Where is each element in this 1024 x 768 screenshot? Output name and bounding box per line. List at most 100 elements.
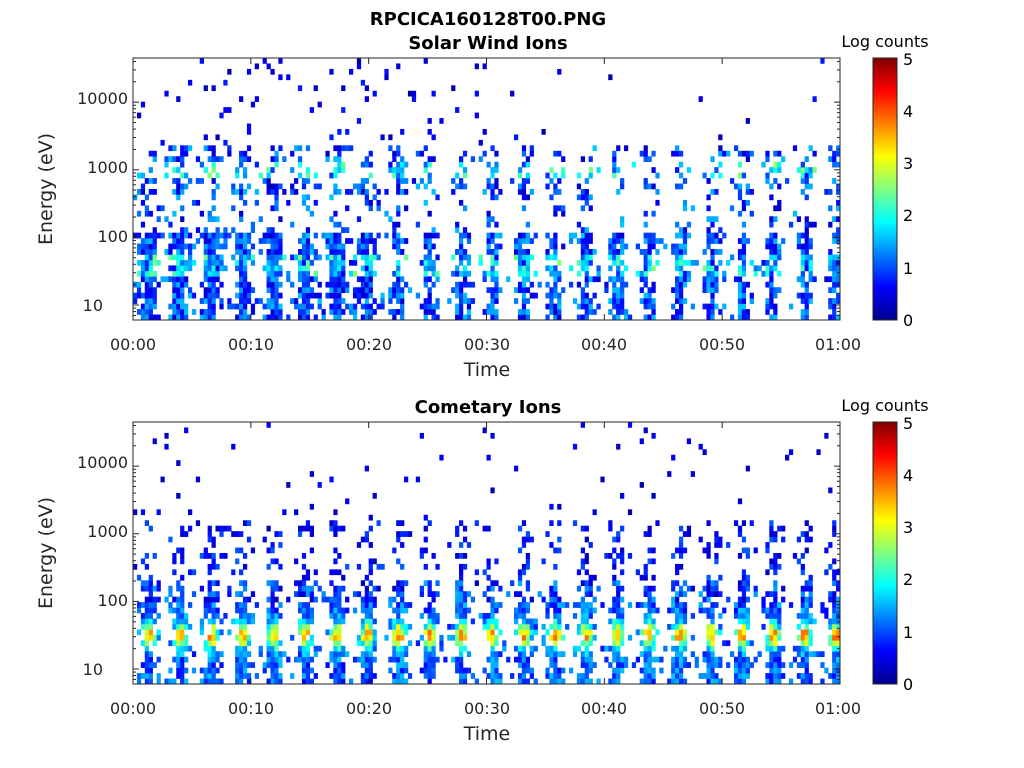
spectrogram-cell bbox=[203, 238, 208, 244]
spectrogram-cell bbox=[239, 303, 244, 310]
spectrogram-cell bbox=[305, 314, 311, 321]
spectrogram-cell bbox=[643, 259, 648, 266]
spectrogram-cell bbox=[459, 563, 464, 570]
spectrogram-cell bbox=[136, 678, 142, 685]
spectrogram-cell bbox=[714, 167, 719, 173]
spectrogram-cell bbox=[769, 591, 774, 597]
spectrogram-cell bbox=[172, 678, 177, 685]
spectrogram-cell bbox=[223, 238, 228, 244]
spectrogram-cell bbox=[305, 205, 311, 212]
spectrogram-cell bbox=[148, 243, 153, 250]
spectrogram-cell bbox=[741, 678, 747, 685]
spectrogram-cell bbox=[388, 656, 393, 663]
spectrogram-cell bbox=[647, 623, 652, 630]
spectrogram-cell bbox=[372, 585, 377, 592]
spectrogram-cell bbox=[808, 673, 813, 679]
spectrogram-cell bbox=[694, 656, 699, 663]
spectrogram-cell bbox=[773, 618, 778, 625]
spectrogram-cell bbox=[305, 607, 311, 614]
spectrogram-cell bbox=[584, 178, 589, 184]
spectrogram-cell bbox=[494, 150, 499, 157]
spectrogram-cell bbox=[250, 303, 256, 310]
spectrogram-cell bbox=[274, 634, 279, 641]
spectrogram-cell bbox=[773, 309, 778, 315]
spectrogram-cell bbox=[333, 249, 338, 255]
spectrogram-cell bbox=[266, 596, 271, 603]
spectrogram-cell bbox=[400, 591, 405, 597]
spectrogram-cell bbox=[270, 281, 275, 288]
spectrogram-cell bbox=[800, 618, 805, 625]
spectrogram-cell bbox=[710, 309, 715, 315]
spectrogram-cell bbox=[246, 123, 252, 130]
spectrogram-cell bbox=[333, 585, 338, 592]
spectrogram-cell bbox=[211, 580, 216, 587]
spectrogram-cell bbox=[435, 303, 440, 310]
spectrogram-cell bbox=[706, 259, 711, 266]
spectrogram-cell bbox=[140, 101, 146, 108]
spectrogram-cell bbox=[808, 183, 813, 190]
spectrogram-cell bbox=[832, 520, 837, 527]
spectrogram-cell bbox=[313, 651, 318, 658]
spectrogram-cell bbox=[761, 602, 766, 608]
spectrogram-cell bbox=[305, 613, 311, 619]
spectrogram-cell bbox=[404, 178, 409, 184]
spectrogram-cell bbox=[612, 607, 617, 614]
spectrogram-cell bbox=[773, 629, 778, 636]
spectrogram-cell bbox=[706, 194, 711, 201]
spectrogram-cell bbox=[172, 145, 177, 152]
spectrogram-cell bbox=[301, 613, 307, 619]
spectrogram-cell bbox=[176, 613, 181, 619]
spectrogram-cell bbox=[337, 145, 342, 152]
spectrogram-cell bbox=[769, 265, 774, 272]
spectrogram-cell bbox=[305, 645, 311, 652]
spectrogram-cell bbox=[423, 547, 428, 554]
spectrogram-cell bbox=[431, 607, 436, 614]
spectrogram-cell bbox=[714, 281, 719, 288]
spectrogram-cell bbox=[494, 651, 499, 658]
spectrogram-cell bbox=[521, 194, 527, 201]
spectrogram-cell bbox=[404, 161, 409, 168]
spectrogram-cell bbox=[737, 553, 743, 559]
spectrogram-cell bbox=[698, 96, 703, 102]
spectrogram-cell bbox=[148, 613, 153, 619]
spectrogram-cell bbox=[525, 254, 531, 261]
spectrogram-cell bbox=[329, 265, 334, 272]
spectrogram-cell bbox=[239, 238, 244, 244]
spectrogram-cell bbox=[297, 645, 303, 652]
spectrogram-cell bbox=[396, 640, 401, 647]
spectrogram-cell bbox=[675, 265, 680, 272]
spectrogram-cell bbox=[215, 563, 220, 570]
spectrogram-cell bbox=[140, 585, 146, 592]
spectrogram-cell bbox=[176, 634, 181, 641]
spectrogram-cell bbox=[364, 465, 369, 472]
spectrogram-cell bbox=[144, 232, 150, 239]
spectrogram-cell bbox=[262, 303, 267, 310]
spectrogram-cell bbox=[521, 613, 527, 619]
spectrogram-cell bbox=[718, 542, 723, 548]
spectrogram-cell bbox=[305, 167, 311, 173]
spectrogram-cell bbox=[333, 651, 338, 658]
spectrogram-cell bbox=[769, 525, 774, 532]
spectrogram-cell bbox=[274, 309, 279, 315]
spectrogram-cell bbox=[235, 673, 240, 679]
spectrogram-cell bbox=[792, 656, 798, 663]
spectrogram-cell bbox=[462, 563, 468, 570]
spectrogram-cell bbox=[459, 238, 464, 244]
spectrogram-cell bbox=[400, 662, 405, 668]
spectrogram-cell bbox=[376, 199, 381, 206]
spectrogram-cell bbox=[706, 287, 711, 294]
spectrogram-cell bbox=[710, 249, 715, 255]
spectrogram-cell bbox=[419, 553, 424, 559]
spectrogram-cell bbox=[270, 667, 275, 674]
spectrogram-cell bbox=[266, 281, 271, 288]
spectrogram-cell bbox=[580, 613, 585, 619]
spectrogram-cell bbox=[242, 292, 248, 299]
spectrogram-cell bbox=[773, 640, 778, 647]
spectrogram-cell bbox=[800, 167, 805, 173]
spectrogram-cell bbox=[781, 525, 786, 532]
spectrogram-cell bbox=[262, 58, 267, 64]
spectrogram-cell bbox=[737, 498, 743, 505]
spectrogram-cell bbox=[584, 238, 589, 244]
spectrogram-cell bbox=[623, 145, 629, 152]
spectrogram-cell bbox=[517, 569, 523, 576]
